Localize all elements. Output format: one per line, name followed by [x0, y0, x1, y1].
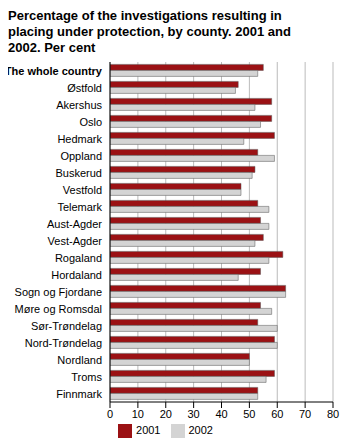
svg-text:Hordaland: Hordaland: [51, 269, 102, 281]
svg-text:The whole country: The whole country: [8, 65, 103, 77]
svg-text:30: 30: [188, 408, 200, 420]
html-text:2001: 2001: [136, 424, 161, 436]
svg-text:Østfold: Østfold: [67, 82, 102, 94]
svg-text:Buskerud: Buskerud: [56, 167, 102, 179]
svg-text:40: 40: [215, 408, 227, 420]
svg-text:Rogaland: Rogaland: [55, 252, 102, 264]
svg-text:50: 50: [243, 408, 255, 420]
html-text:Percentage of the investigatio: Percentage of the investigations resulti…: [8, 8, 291, 55]
svg-text:70: 70: [299, 408, 311, 420]
svg-text:Vestfold: Vestfold: [63, 184, 102, 196]
svg-text:Hedmark: Hedmark: [57, 133, 102, 145]
svg-text:Akershus: Akershus: [56, 99, 102, 111]
svg-text:10: 10: [132, 408, 144, 420]
svg-text:Telemark: Telemark: [57, 201, 102, 213]
svg-text:Vest-Agder: Vest-Agder: [48, 235, 103, 247]
svg-text:Finnmark: Finnmark: [56, 388, 102, 400]
svg-text:Sør-Trøndelag: Sør-Trøndelag: [31, 320, 102, 332]
svg-text:Møre og Romsdal: Møre og Romsdal: [15, 303, 102, 315]
svg-text:20: 20: [160, 408, 172, 420]
svg-text:Oslo: Oslo: [79, 116, 102, 128]
svg-text:Nordland: Nordland: [57, 354, 102, 366]
svg-text:80: 80: [327, 408, 339, 420]
svg-text:Troms: Troms: [71, 371, 102, 383]
html-text:2002: 2002: [188, 424, 213, 436]
svg-text:0: 0: [107, 408, 113, 420]
svg-text:Sogn og Fjordane: Sogn og Fjordane: [15, 286, 102, 298]
svg-text:Oppland: Oppland: [60, 150, 102, 162]
svg-text:60: 60: [271, 408, 283, 420]
svg-text:Nord-Trøndelag: Nord-Trøndelag: [25, 337, 102, 349]
svg-text:Aust-Agder: Aust-Agder: [47, 218, 102, 230]
